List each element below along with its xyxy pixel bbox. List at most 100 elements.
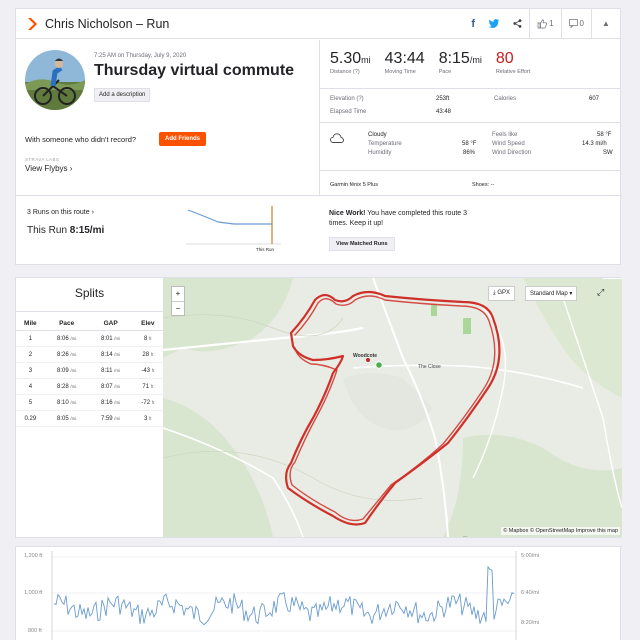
relative-effort-value: 80 bbox=[495, 50, 514, 67]
split-mile: 0.29 bbox=[16, 410, 45, 427]
wind-direction-value: SW bbox=[603, 150, 613, 156]
this-run-summary: This Run 8:15/mi bbox=[27, 225, 104, 236]
gpx-download-button[interactable]: ⤓ GPX bbox=[488, 286, 515, 301]
divider bbox=[560, 8, 562, 39]
split-mile: 1 bbox=[16, 330, 45, 347]
pace-unit: /mi bbox=[469, 55, 482, 65]
splits-header-gap: GAP bbox=[88, 317, 133, 331]
strava-labs-label: STRAVA LABS bbox=[25, 157, 60, 162]
with-someone-text: With someone who didn't record? bbox=[25, 135, 137, 144]
stat-relative-effort[interactable]: 80 Relative Effort bbox=[496, 50, 530, 75]
avatar[interactable] bbox=[25, 50, 85, 110]
divider bbox=[320, 122, 620, 123]
elapsed-time-label: Elapsed Time bbox=[330, 109, 367, 115]
route-map[interactable]: Woodcote The Close + − ⤓ GPX Standard Ma… bbox=[163, 278, 622, 537]
runs-on-route-link[interactable]: 3 Runs on this route › bbox=[27, 209, 94, 216]
splits-header-mile: Mile bbox=[16, 317, 45, 331]
moving-time-label: Moving Time bbox=[384, 69, 416, 75]
map-style-select[interactable]: Standard Map ▾ bbox=[525, 286, 578, 301]
split-gap: 8:07 /mi bbox=[88, 378, 133, 395]
route-start-marker[interactable] bbox=[375, 361, 383, 369]
distance-unit: mi bbox=[361, 55, 371, 65]
zoom-out-button[interactable]: − bbox=[172, 301, 184, 315]
wind-speed-value: 14.3 mi/h bbox=[582, 141, 607, 147]
split-gap: 8:14 /mi bbox=[88, 346, 133, 363]
temperature-value: 58 °F bbox=[462, 141, 477, 147]
y-axis-right-label: 5:00/mi bbox=[521, 553, 540, 559]
split-gap: 8:01 /mi bbox=[88, 330, 133, 347]
forest-area bbox=[163, 278, 293, 358]
y-axis-left-label: 1,200 ft bbox=[24, 553, 43, 559]
road bbox=[352, 364, 584, 389]
add-description-button[interactable]: Add a description bbox=[94, 88, 151, 102]
forest-area bbox=[523, 278, 622, 398]
road bbox=[472, 307, 507, 479]
zoom-in-button[interactable]: + bbox=[175, 289, 181, 298]
divider bbox=[529, 8, 531, 39]
collapse-caret-icon[interactable]: ▲ bbox=[602, 19, 610, 28]
weather-condition: Cloudy bbox=[368, 132, 387, 138]
map-attribution[interactable]: © Mapbox © OpenStreetMap Improve this ma… bbox=[501, 527, 620, 535]
split-gap: 8:11 /mi bbox=[88, 362, 133, 379]
split-mile: 4 bbox=[16, 378, 45, 395]
splits-header-pace: Pace bbox=[44, 317, 89, 331]
device-name: Garmin fēnix 5 Plus bbox=[330, 182, 378, 188]
forest-area bbox=[163, 398, 273, 537]
comment-button[interactable]: 0 bbox=[568, 19, 584, 28]
split-mile: 5 bbox=[16, 394, 45, 411]
chevron-right-icon: › bbox=[91, 209, 94, 216]
stat-distance: 5.30mi Distance (?) bbox=[330, 50, 371, 75]
split-pace: 8:05 /mi bbox=[44, 410, 89, 427]
split-pace: 8:06 /mi bbox=[44, 330, 89, 347]
wind-direction-label: Wind Direction bbox=[492, 150, 532, 156]
trend-line bbox=[187, 209, 272, 225]
contour-line bbox=[163, 451, 424, 501]
runs-on-route-label: 3 Runs on this route bbox=[27, 209, 90, 216]
resize-handle-icon[interactable]: ═ bbox=[463, 535, 467, 537]
route-end-marker[interactable] bbox=[365, 357, 371, 363]
share-icon[interactable] bbox=[513, 19, 522, 28]
view-flybys-label: View Flybys bbox=[25, 164, 68, 173]
fullscreen-icon[interactable]: ⤢ bbox=[597, 287, 605, 297]
activity-title: Thursday virtual commute bbox=[94, 62, 295, 79]
humidity-value: 86% bbox=[463, 150, 476, 156]
forest-area bbox=[443, 434, 622, 537]
split-pace: 8:10 /mi bbox=[44, 394, 89, 411]
map-label-the-close: The Close bbox=[418, 364, 441, 370]
split-pace: 8:28 /mi bbox=[44, 378, 89, 395]
calories-value: 607 bbox=[589, 96, 600, 102]
splits-header-elev: Elev bbox=[132, 317, 163, 331]
table-row: 0.29 8:05 /mi 7:59 /mi 3 ft bbox=[16, 410, 163, 427]
road bbox=[372, 278, 449, 537]
activity-timestamp: 7:25 AM on Thursday, July 9, 2020 bbox=[94, 53, 187, 59]
split-elev: -72 ft bbox=[132, 394, 163, 411]
shoes-info: Shoes: -- bbox=[472, 182, 495, 188]
route-line bbox=[284, 290, 501, 526]
y-axis-left-label: 800 ft bbox=[28, 628, 42, 634]
pace-line bbox=[53, 565, 515, 626]
pace-value: 8:15 bbox=[438, 50, 470, 67]
split-gap: 7:59 /mi bbox=[88, 410, 133, 427]
relative-effort-label: Relative Effort bbox=[495, 69, 531, 75]
stat-moving-time: 43:44 Moving Time bbox=[385, 50, 425, 75]
contour-line bbox=[163, 314, 344, 337]
elevation-chart-card: 1,200 ft 1,000 ft 800 ft 5:00/mi 6:40/mi… bbox=[15, 546, 621, 640]
urban-area bbox=[343, 373, 433, 431]
map-zoom-controls: + − bbox=[171, 286, 185, 316]
matched-route-section: 3 Runs on this route › This Run 8:15/mi … bbox=[16, 195, 622, 265]
split-mile: 2 bbox=[16, 346, 45, 363]
chevron-down-icon: ▾ bbox=[569, 291, 573, 297]
kudos-button[interactable]: 1 bbox=[537, 18, 554, 29]
kudos-count: 1 bbox=[549, 19, 554, 28]
add-friends-button[interactable]: Add Friends bbox=[159, 132, 207, 146]
divider bbox=[320, 88, 620, 89]
split-pace: 8:26 /mi bbox=[44, 346, 89, 363]
cloud-icon bbox=[330, 133, 344, 143]
twitter-share-icon[interactable] bbox=[489, 19, 500, 28]
activity-summary-card: Chris Nicholson – Run f 1 0 bbox=[15, 8, 622, 265]
view-flybys-link[interactable]: View Flybys › bbox=[25, 164, 72, 173]
view-matched-runs-button[interactable]: View Matched Runs bbox=[329, 237, 395, 251]
map-canvas bbox=[163, 278, 622, 537]
facebook-share-icon[interactable]: f bbox=[471, 17, 476, 30]
humidity-label: Humidity bbox=[368, 150, 392, 156]
